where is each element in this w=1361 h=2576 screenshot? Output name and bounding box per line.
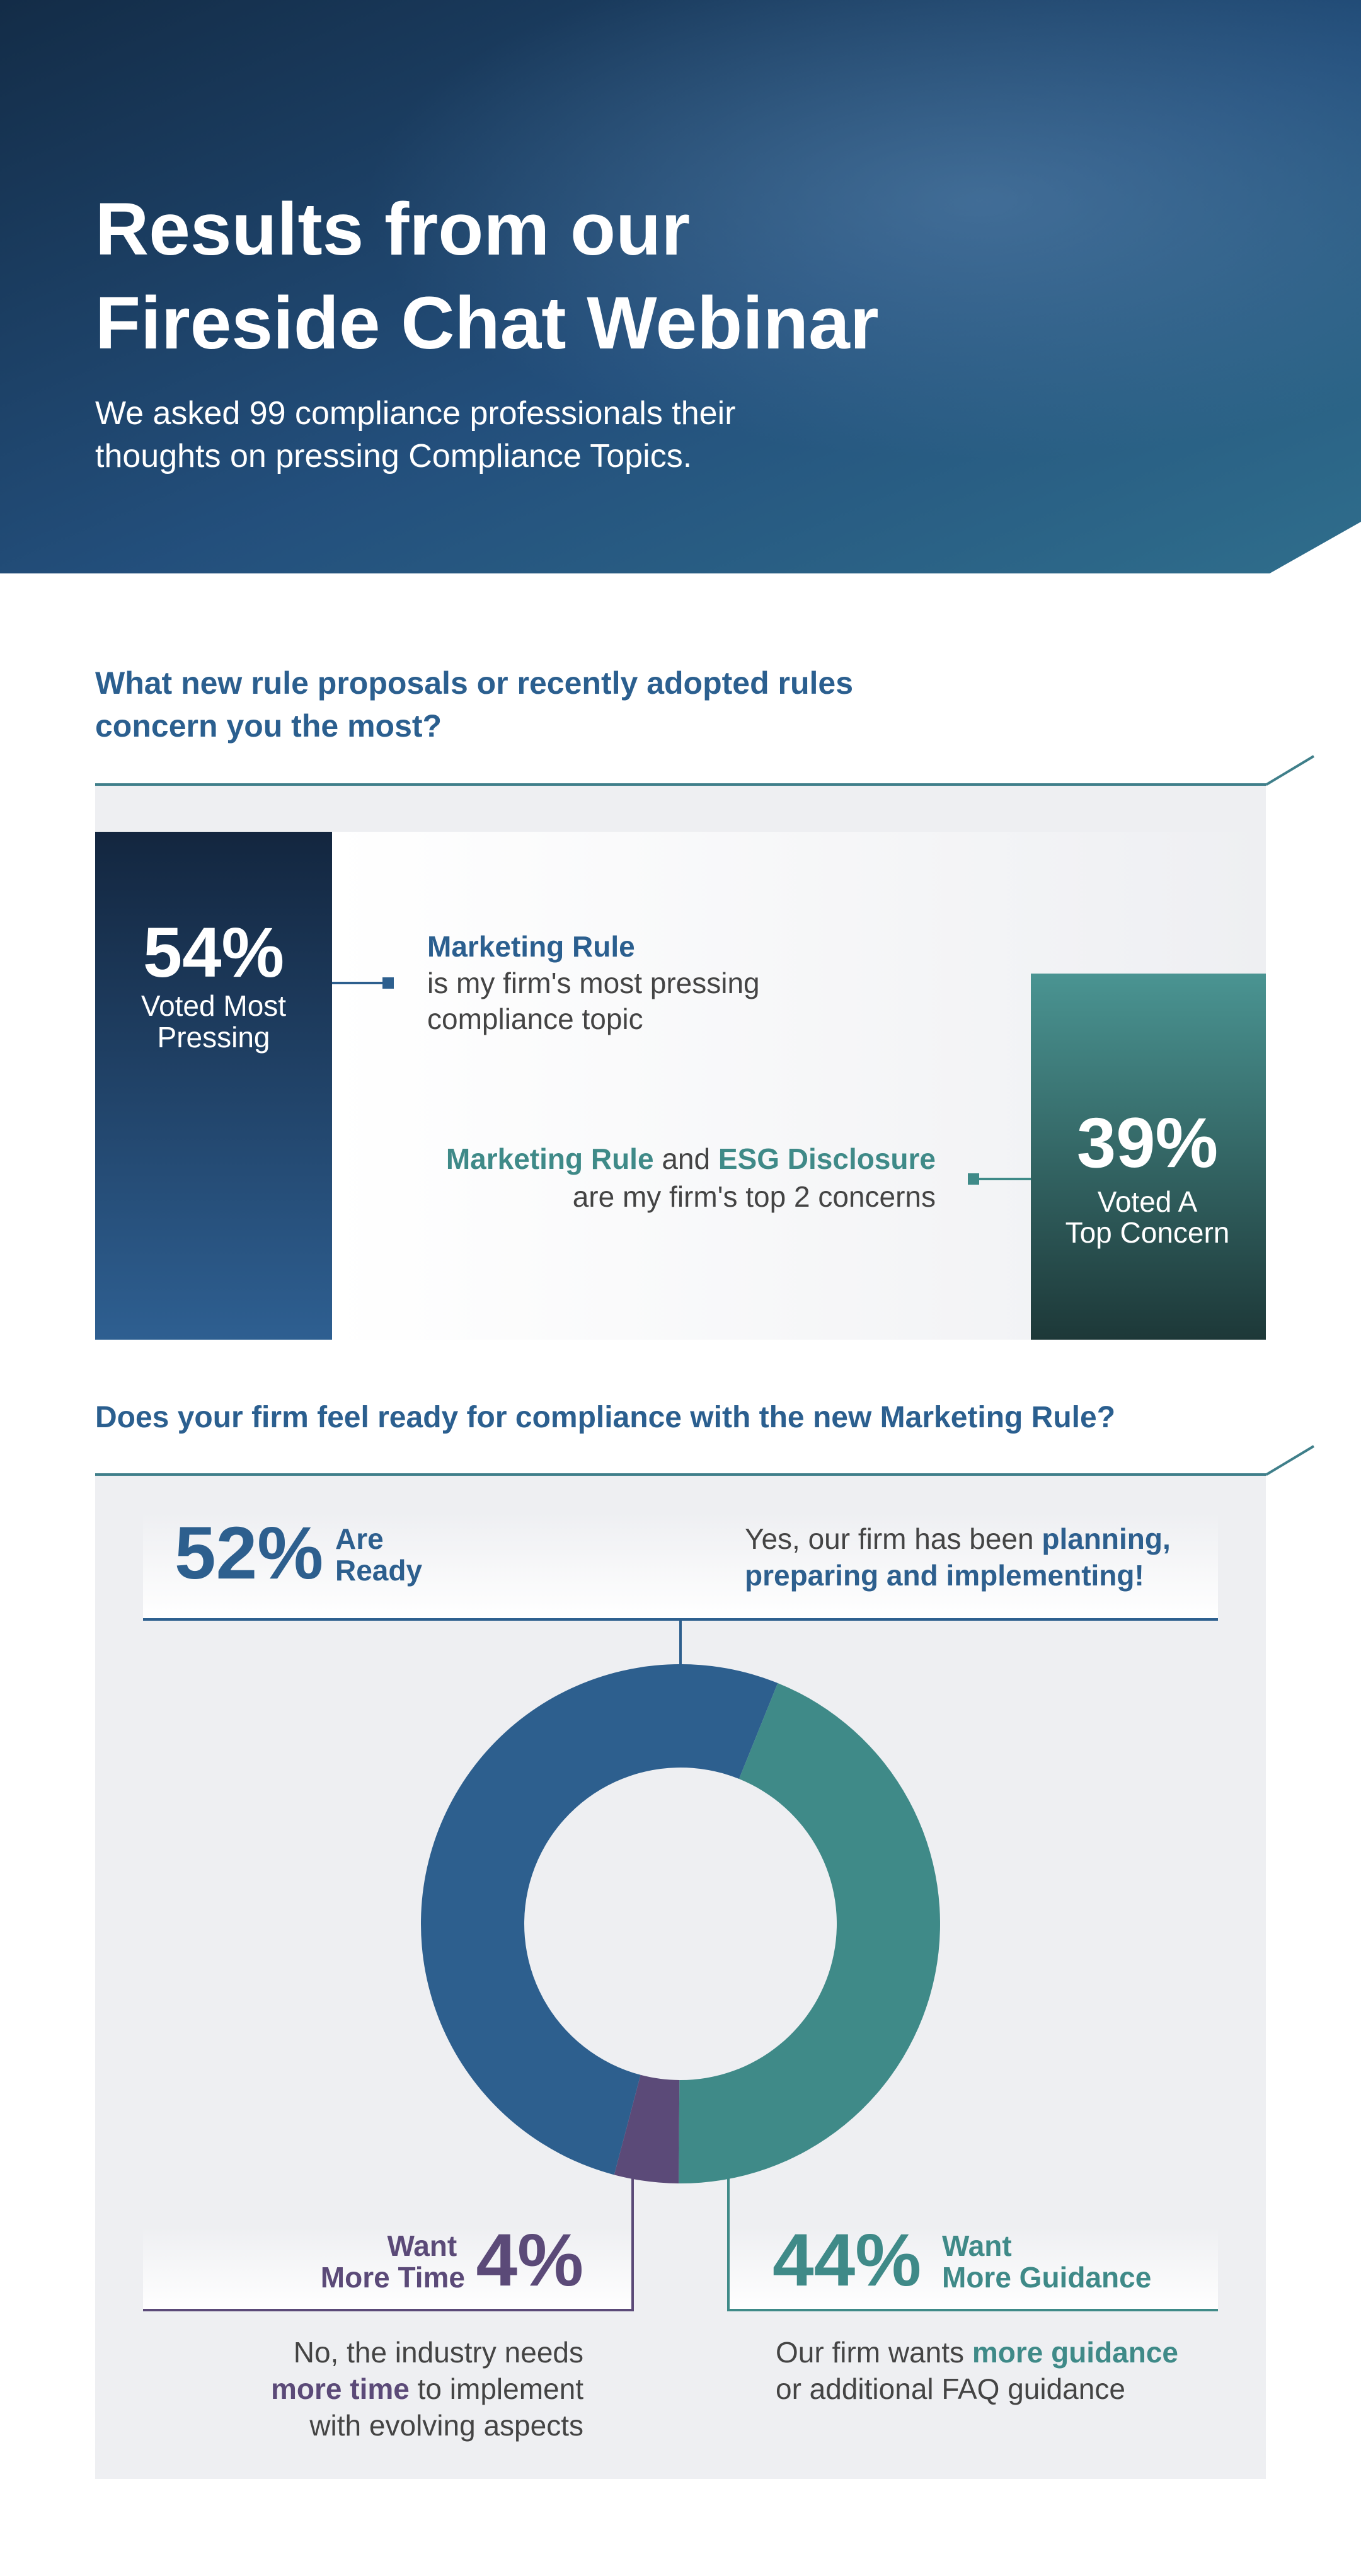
label-box xyxy=(143,1512,1218,1619)
text-run: Ready xyxy=(335,1554,422,1587)
stat-value: 54% xyxy=(143,913,284,992)
stat-box xyxy=(1031,974,1266,1340)
description: Our firm wants more guidance xyxy=(776,2336,1178,2369)
header-cut xyxy=(1270,522,1361,573)
donut-slice xyxy=(679,1683,940,2183)
subtitle: thoughts on pressing Compliance Topics. xyxy=(95,438,692,474)
category-label: Want More Guidance xyxy=(942,2229,1151,2294)
connector xyxy=(143,2177,634,2311)
description: No, the industry needs xyxy=(294,2336,583,2369)
text-run: More Guidance xyxy=(942,2261,1151,2294)
description: with evolving aspects xyxy=(309,2409,583,2442)
text-run: ESG Disclosure xyxy=(718,1142,936,1175)
panel-fade xyxy=(332,832,1266,1340)
text-run: to implement xyxy=(410,2372,583,2405)
description: Yes, our firm has been planning, xyxy=(745,1522,1171,1555)
title: Results from our xyxy=(95,188,690,271)
topic-text: compliance topic xyxy=(427,1003,643,1035)
text-run: planning, xyxy=(1042,1522,1170,1555)
donut-slice xyxy=(421,1664,778,2175)
divider xyxy=(1265,755,1315,786)
header-glow xyxy=(0,0,1361,573)
value-label: 44% xyxy=(772,2219,921,2302)
donut-slice xyxy=(614,2074,680,2183)
stat-label: Top Concern xyxy=(1065,1216,1230,1249)
text-run: Our firm wants xyxy=(776,2336,972,2369)
text-run: preparing and implementing! xyxy=(745,1559,1144,1592)
text-run: More Time xyxy=(321,2261,465,2294)
concern-text: Marketing Rule and ESG Disclosure xyxy=(446,1142,936,1175)
text-run: Are xyxy=(335,1522,391,1555)
text-run: and xyxy=(654,1142,718,1175)
text-run: Want xyxy=(942,2229,1020,2262)
stat-value: 39% xyxy=(1077,1103,1218,1182)
stat-label: Voted Most xyxy=(141,989,286,1022)
text-run: Want xyxy=(388,2229,466,2262)
value-label: 52% xyxy=(175,1512,323,1595)
divider xyxy=(1265,1445,1315,1476)
stat-label: Pressing xyxy=(158,1021,270,1054)
question: concern you the most? xyxy=(95,708,442,744)
text-run: Yes, our firm has been xyxy=(745,1522,1042,1555)
title: Fireside Chat Webinar xyxy=(95,282,879,365)
concern-text: are my firm's top 2 concerns xyxy=(573,1180,936,1213)
stat-box xyxy=(95,832,332,1340)
text-run: more guidance xyxy=(972,2336,1178,2369)
description: or additional FAQ guidance xyxy=(776,2372,1125,2405)
label-box xyxy=(728,2228,1218,2310)
connector-dot xyxy=(382,977,394,989)
text-run: or additional FAQ guidance xyxy=(776,2372,1125,2405)
topic: Marketing Rule xyxy=(427,930,635,963)
category-label: Want More Time xyxy=(321,2229,465,2294)
question: What new rule proposals or recently adop… xyxy=(95,665,853,701)
topic-text: is my firm's most pressing xyxy=(427,967,760,999)
description: more time to implement xyxy=(271,2372,583,2405)
category-label: Are Ready xyxy=(335,1522,422,1587)
text-run: No, the industry needs xyxy=(294,2336,583,2369)
label-box xyxy=(143,2228,633,2310)
text-run: Marketing Rule xyxy=(446,1142,654,1175)
text-run: with evolving aspects xyxy=(309,2409,583,2442)
text-run: are my firm's top 2 concerns xyxy=(573,1180,936,1213)
stat-label: Voted A xyxy=(1098,1185,1198,1218)
text-run: more time xyxy=(271,2372,410,2405)
connector-dot xyxy=(968,1173,979,1185)
connector xyxy=(727,2177,1218,2311)
question: Does your firm feel ready for compliance… xyxy=(95,1401,1115,1434)
value-label: 4% xyxy=(476,2219,583,2302)
description: preparing and implementing! xyxy=(745,1559,1144,1592)
subtitle: We asked 99 compliance professionals the… xyxy=(95,395,735,432)
